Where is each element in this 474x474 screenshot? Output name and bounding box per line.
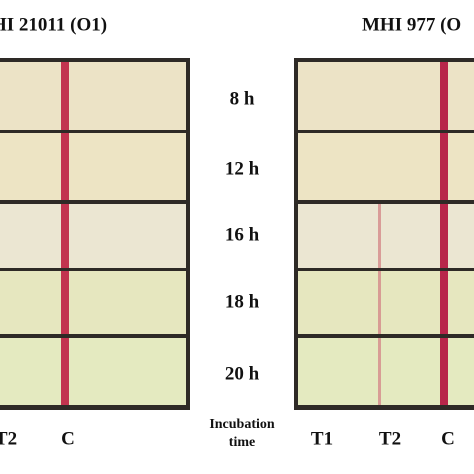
right-title: MHI 977 (O (362, 14, 461, 35)
control-line (61, 338, 69, 405)
control-line (440, 62, 448, 130)
control-line (61, 271, 69, 334)
strip (0, 338, 186, 405)
time-label: 16 h (225, 224, 260, 245)
time-label: 12 h (225, 158, 260, 179)
control-line (61, 62, 69, 130)
test-line (378, 338, 381, 405)
strip (0, 271, 186, 334)
time-label: 8 h (230, 88, 255, 109)
control-line (61, 204, 69, 268)
lane-label: T2 (379, 428, 401, 449)
strips (0, 62, 474, 405)
axis-label: time (229, 435, 255, 450)
test-line (378, 204, 381, 268)
time-label: 20 h (225, 363, 260, 384)
control-line (440, 133, 448, 200)
lane-label: T1 (311, 428, 333, 449)
control-line (440, 271, 448, 334)
strip (0, 62, 186, 130)
axis-label: Incubation (209, 417, 275, 432)
left-title: HI 21011 (O1) (0, 14, 107, 35)
control-line (440, 338, 448, 405)
lane-label: C (441, 428, 455, 449)
test-line (378, 271, 381, 334)
lane-label: T2 (0, 428, 17, 449)
control-line (61, 133, 69, 200)
strip (0, 133, 186, 200)
strip (0, 204, 186, 268)
time-label: 18 h (225, 291, 260, 312)
control-line (440, 204, 448, 268)
lane-label: C (61, 428, 75, 449)
